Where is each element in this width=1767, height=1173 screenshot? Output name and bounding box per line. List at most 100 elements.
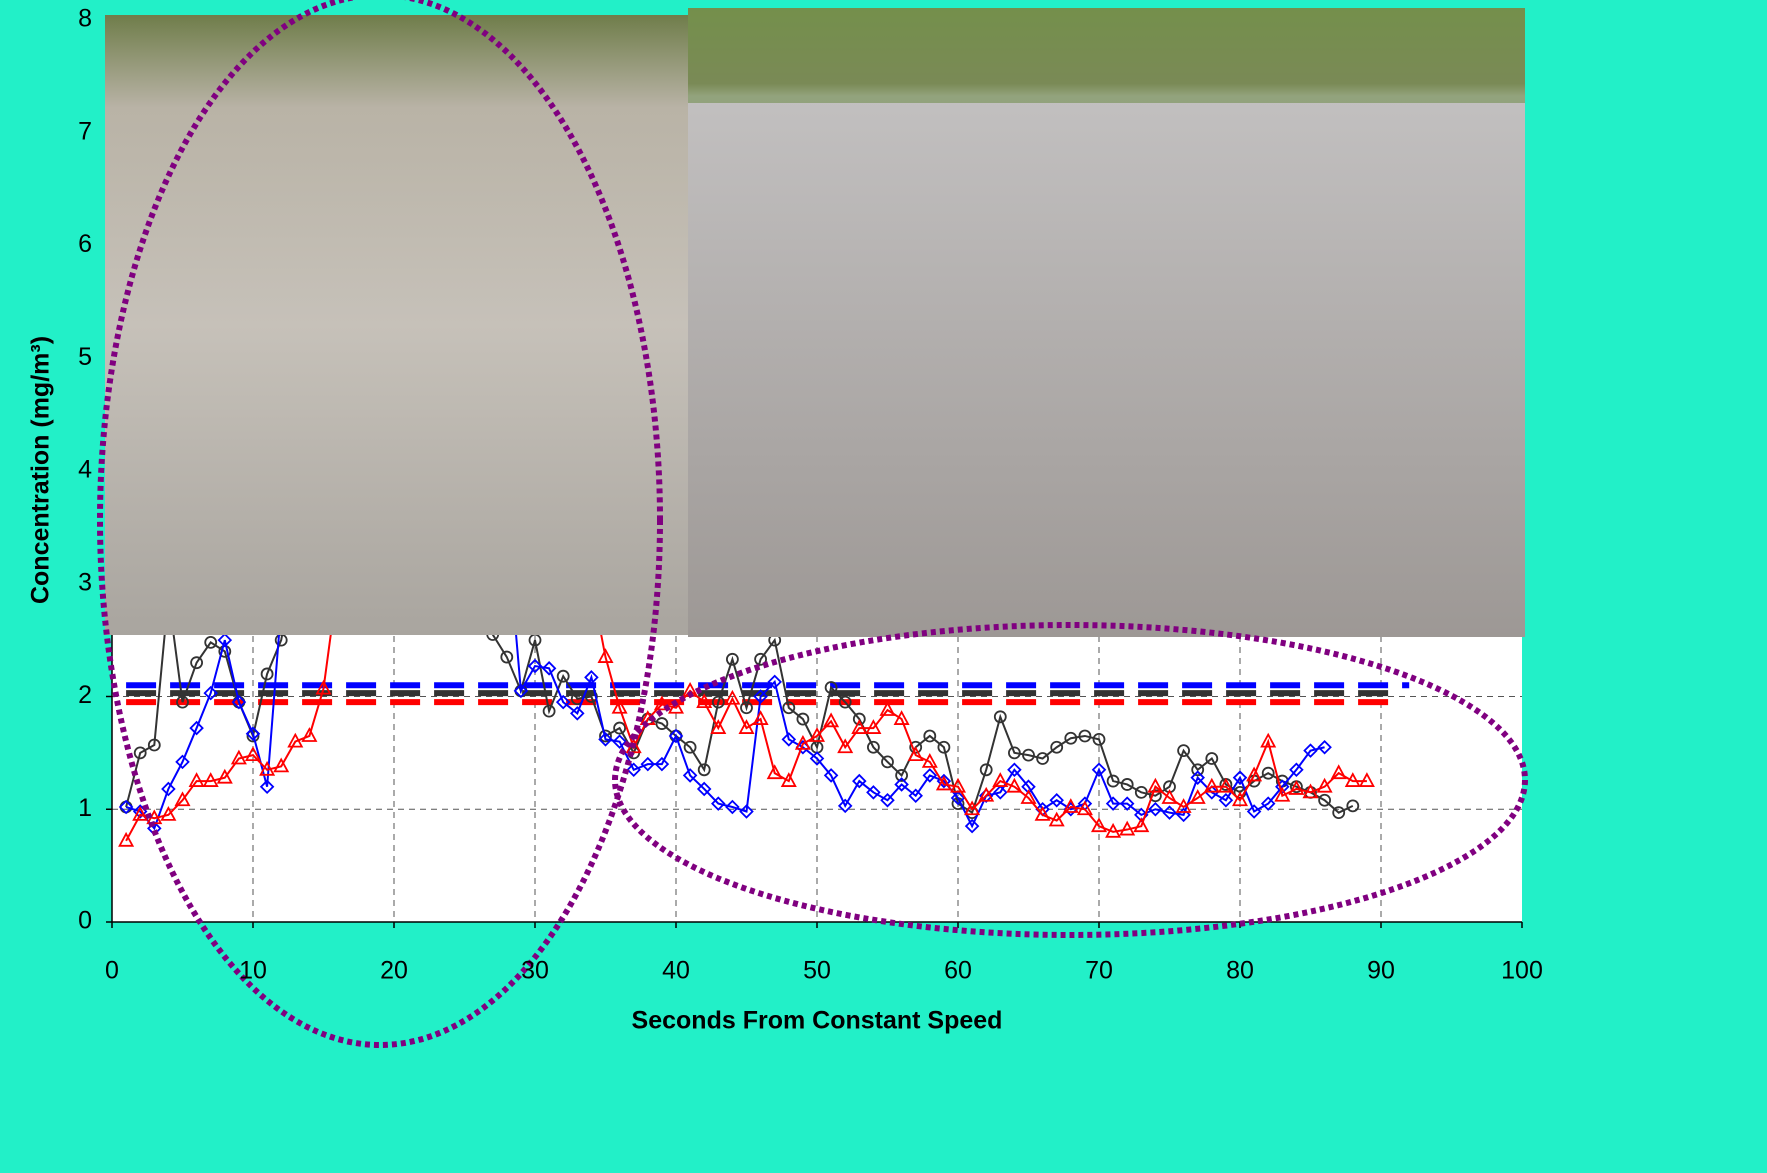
- point: [923, 729, 937, 743]
- point: [935, 775, 952, 791]
- point: [725, 799, 740, 815]
- point: [1203, 777, 1220, 793]
- point: [851, 719, 868, 734]
- point: [1260, 732, 1277, 748]
- point: [190, 656, 204, 670]
- point: [1317, 739, 1332, 755]
- point: [766, 764, 783, 780]
- point: [1302, 783, 1319, 799]
- labels: Seconds From Constant Speed Concentratio…: [27, 5, 1543, 1035]
- point: [1316, 777, 1333, 793]
- point: [203, 685, 218, 701]
- point: [852, 712, 866, 726]
- point: [1190, 770, 1205, 785]
- point: [1289, 762, 1304, 778]
- point: [1062, 798, 1079, 813]
- point: [1161, 789, 1178, 804]
- point: [823, 712, 840, 728]
- point: [752, 710, 769, 725]
- point: [1133, 817, 1150, 833]
- point: [711, 796, 726, 811]
- point: [500, 650, 514, 664]
- point: [1105, 796, 1121, 811]
- x-tick-label: 20: [380, 957, 408, 985]
- point: [683, 740, 697, 754]
- x-axis-label: Seconds From Constant Speed: [632, 1007, 1003, 1035]
- point: [245, 726, 261, 741]
- point: [1246, 766, 1263, 782]
- point: [1050, 740, 1064, 754]
- y-axis-label: Concentration (mg/m³): [27, 336, 55, 604]
- point: [160, 805, 177, 821]
- y-tick-label: 5: [78, 343, 92, 371]
- point: [542, 704, 556, 718]
- y-tick-label: 1: [78, 794, 92, 822]
- x-tick-label: 40: [662, 957, 690, 985]
- point: [696, 781, 712, 797]
- x-tick-label: 50: [803, 957, 831, 985]
- point: [782, 701, 796, 715]
- point: [668, 728, 684, 744]
- point: [612, 734, 627, 749]
- point: [626, 762, 641, 778]
- point: [1007, 762, 1022, 778]
- point: [1048, 811, 1065, 827]
- highlight-ellipse: [612, 622, 1528, 938]
- point: [1330, 764, 1347, 780]
- point: [1092, 732, 1106, 746]
- point: [1022, 748, 1035, 762]
- x-tick-label: 90: [1367, 957, 1395, 985]
- point: [1162, 805, 1177, 820]
- point: [1217, 777, 1234, 793]
- point: [894, 777, 909, 792]
- point: [1175, 798, 1192, 813]
- point: [1189, 789, 1206, 804]
- y-tick-label: 4: [78, 456, 92, 484]
- y-tick-label: 7: [78, 117, 92, 145]
- point: [753, 689, 768, 704]
- point: [1008, 746, 1021, 760]
- point: [132, 805, 149, 821]
- point: [204, 635, 218, 649]
- point: [585, 690, 598, 703]
- point: [921, 753, 938, 768]
- point: [174, 791, 191, 807]
- point: [837, 798, 853, 814]
- point: [867, 740, 880, 754]
- point: [1006, 777, 1023, 793]
- point: [260, 667, 274, 681]
- point: [838, 695, 852, 709]
- point: [993, 785, 1008, 800]
- point: [584, 670, 599, 685]
- point: [301, 727, 318, 742]
- point: [527, 658, 543, 674]
- point: [993, 710, 1007, 724]
- y-tick-label: 6: [78, 230, 92, 258]
- point: [147, 738, 161, 752]
- point: [1064, 731, 1078, 745]
- point: [979, 763, 993, 777]
- photo-road: [105, 15, 688, 635]
- point: [724, 689, 741, 705]
- point: [1231, 791, 1249, 807]
- point: [1288, 780, 1305, 795]
- point: [189, 720, 204, 736]
- point: [711, 695, 725, 709]
- point: [1177, 744, 1190, 758]
- point: [907, 746, 924, 762]
- point: [781, 732, 797, 747]
- point: [823, 768, 839, 783]
- point: [1232, 770, 1248, 785]
- point: [1149, 789, 1162, 803]
- point: [1076, 800, 1093, 816]
- point: [879, 701, 896, 716]
- point: [1261, 766, 1275, 780]
- point: [865, 719, 882, 734]
- point: [513, 683, 529, 699]
- point: [964, 818, 980, 834]
- point: [315, 679, 332, 695]
- point: [653, 695, 670, 711]
- point: [922, 768, 938, 783]
- point: [1078, 729, 1092, 743]
- point: [597, 648, 614, 663]
